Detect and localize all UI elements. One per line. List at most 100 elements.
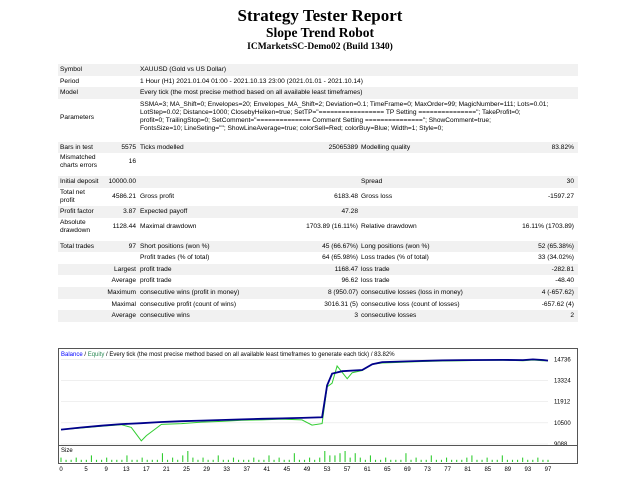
legend-description: / Every tick (the most precise method ba…: [104, 352, 395, 358]
expected-payoff-value: 47.28: [341, 207, 358, 215]
total-trades-value: 97: [128, 242, 136, 250]
x-tick-label: 41: [263, 467, 270, 473]
x-tick-label: 97: [545, 467, 552, 473]
long-positions-label: Long positions (won %): [361, 242, 430, 250]
deposit-label: Initial deposit: [60, 178, 99, 186]
profit-trades-row: Profit trades (% of total) 64 (65.98%) L…: [58, 252, 578, 264]
profit-factor-row: Profit factor 3.87 Expected payoff 47.28: [58, 205, 578, 218]
size-panel: [58, 445, 578, 464]
x-tick-label: 33: [223, 467, 230, 473]
mismatch-row: Mismatched charts errors 16: [58, 153, 578, 171]
total-trades-row: Total trades 97 Short positions (won %) …: [58, 240, 578, 253]
symbol-value: XAUUSD (Gold vs US Dollar): [140, 66, 227, 73]
largest-profit-value: 1168.47: [334, 265, 358, 273]
avg-cons-losses-value: 2: [570, 312, 574, 320]
chart-lines: [60, 358, 549, 442]
short-positions-label: Short positions (won %): [140, 242, 210, 250]
mismatch-label: Mismatched: [60, 154, 96, 162]
total-trades-label: Total trades: [60, 242, 95, 250]
average-consecutive-label: Average: [111, 312, 136, 320]
largest-profit-label: profit trade: [140, 265, 172, 273]
largest-row: Largest profit trade 1168.47 loss trade …: [58, 263, 578, 276]
loss-trades-value: 33 (34.02%): [538, 254, 574, 262]
average-row: Average profit trade 96.62 loss trade -4…: [58, 275, 578, 287]
average-profit-label: profit trade: [140, 277, 172, 285]
largest-label: Largest: [114, 265, 136, 273]
y-tick-label: 10500: [554, 421, 571, 427]
x-axis-ticks: 0 5 9 13 17 21 25 29 33 37 41 45 49 53 57 61 65 69 73 77 81 8…: [59, 467, 552, 473]
relative-drawdown-label: Relative drawdown: [361, 222, 417, 230]
long-positions-value: 52 (65.38%): [538, 242, 574, 250]
balance-chart-svg: Balance / Equity / Every tick (the most …: [58, 348, 578, 473]
profit-factor-value: 3.87: [123, 207, 136, 215]
gross-profit-value: 6183.48: [334, 192, 358, 200]
quality-value: 83.82%: [551, 143, 574, 151]
balance-chart: Balance / Equity / Every tick (the most …: [58, 348, 578, 473]
largest-loss-label: loss trade: [361, 265, 390, 273]
model-value: Every tick (the most precise method base…: [140, 89, 363, 97]
maximum-row: Maximum consecutive wins (profit in mone…: [58, 286, 578, 299]
y-tick-label: 11912: [554, 400, 571, 406]
profit-factor-label: Profit factor: [60, 207, 94, 215]
maximum-label: Maximum: [107, 288, 136, 296]
net-profit-row: Total net profit 4586.21 Gross profit 61…: [58, 188, 578, 206]
profit-trades-value: 64 (65.98%): [322, 254, 358, 262]
cons-profit-value: 3016.31 (5): [324, 300, 358, 308]
parameters-line: profit=0; TrailingStop=0; SetComment="==…: [140, 116, 491, 124]
ticks-value: 25065389: [328, 143, 358, 151]
x-tick-label: 29: [203, 467, 210, 473]
average-loss-label: loss trade: [361, 277, 390, 285]
spread-label: Spread: [361, 178, 383, 186]
parameters-line: FontsSize=10; LineSeting=""; ShowLineAve…: [140, 124, 444, 132]
cons-losses-money-value: 4 (-657.62): [541, 288, 574, 296]
mismatch-label: charts errors: [60, 162, 98, 170]
model-row: Model Every tick (the most precise metho…: [58, 87, 578, 99]
x-tick-label: 69: [404, 467, 411, 473]
period-row: Period 1 Hour (H1) 2021.01.04 01:00 - 20…: [58, 76, 578, 88]
robot-name: Slope Trend Robot: [265, 25, 375, 40]
symbol-row: Symbol XAUUSD (Gold vs US Dollar): [58, 64, 578, 76]
avg-cons-losses-label: consecutive losses: [361, 312, 417, 320]
gross-loss-value: -1597.27: [547, 192, 574, 200]
x-tick-label: 5: [84, 467, 88, 473]
gross-profit-label: Gross profit: [140, 192, 175, 200]
report-title: Strategy Tester Report: [237, 6, 403, 25]
maximal-label: Maximal: [111, 300, 136, 308]
legend-separator: /: [83, 352, 88, 358]
net-profit-label: profit: [60, 196, 75, 204]
x-tick-label: 37: [243, 467, 250, 473]
bars-value: 5575: [121, 143, 136, 151]
chart-legend: Balance / Equity / Every tick (the most …: [61, 352, 395, 358]
cons-wins-money-value: 8 (950.07): [327, 288, 358, 296]
report-table: Symbol XAUUSD (Gold vs US Dollar) Period…: [58, 64, 578, 322]
parameters-row: Parameters SSMA=3; MA_Shift=0; Envelopes…: [58, 99, 578, 137]
x-tick-label: 81: [464, 467, 471, 473]
x-tick-label: 85: [484, 467, 491, 473]
x-tick-label: 61: [364, 467, 371, 473]
quality-label: Modelling quality: [361, 143, 411, 151]
period-value: 1 Hour (H1) 2021.01.04 01:00 - 2021.10.1…: [140, 77, 363, 85]
cons-losses-money-label: consecutive losses (loss in money): [361, 288, 463, 296]
maximal-row: Maximal consecutive profit (count of win…: [58, 299, 578, 311]
legend-equity: Equity: [88, 352, 105, 358]
gross-loss-label: Gross loss: [361, 192, 393, 200]
expected-payoff-label: Expected payoff: [140, 207, 188, 215]
relative-drawdown-value: 16.11% (1703.89): [522, 222, 574, 230]
x-tick-label: 0: [59, 467, 63, 473]
maximal-drawdown-label: Maximal drawdown: [140, 222, 197, 230]
parameters-line: SSMA=3; MA_Shift=0; Envelopes=20; Envelo…: [140, 100, 549, 108]
spread-value: 30: [566, 178, 574, 186]
x-tick-label: 25: [183, 467, 190, 473]
cons-wins-money-label: consecutive wins (profit in money): [140, 288, 240, 296]
legend-balance: Balance: [61, 352, 83, 358]
x-tick-label: 57: [344, 467, 351, 473]
x-tick-label: 93: [525, 467, 532, 473]
avg-cons-wins-label: consecutive wins: [140, 312, 190, 320]
cons-profit-label: consecutive profit (count of wins): [140, 300, 237, 308]
average-profit-value: 96.62: [341, 277, 358, 285]
y-tick-label: 13324: [554, 379, 571, 385]
cons-loss-value: -657.62 (4): [541, 300, 574, 308]
drawdown-row: Absolute drawdown 1128.44 Maximal drawdo…: [58, 218, 578, 236]
profit-trades-label: Profit trades (% of total): [140, 254, 210, 262]
absolute-drawdown-value: 1128.44: [112, 222, 136, 230]
